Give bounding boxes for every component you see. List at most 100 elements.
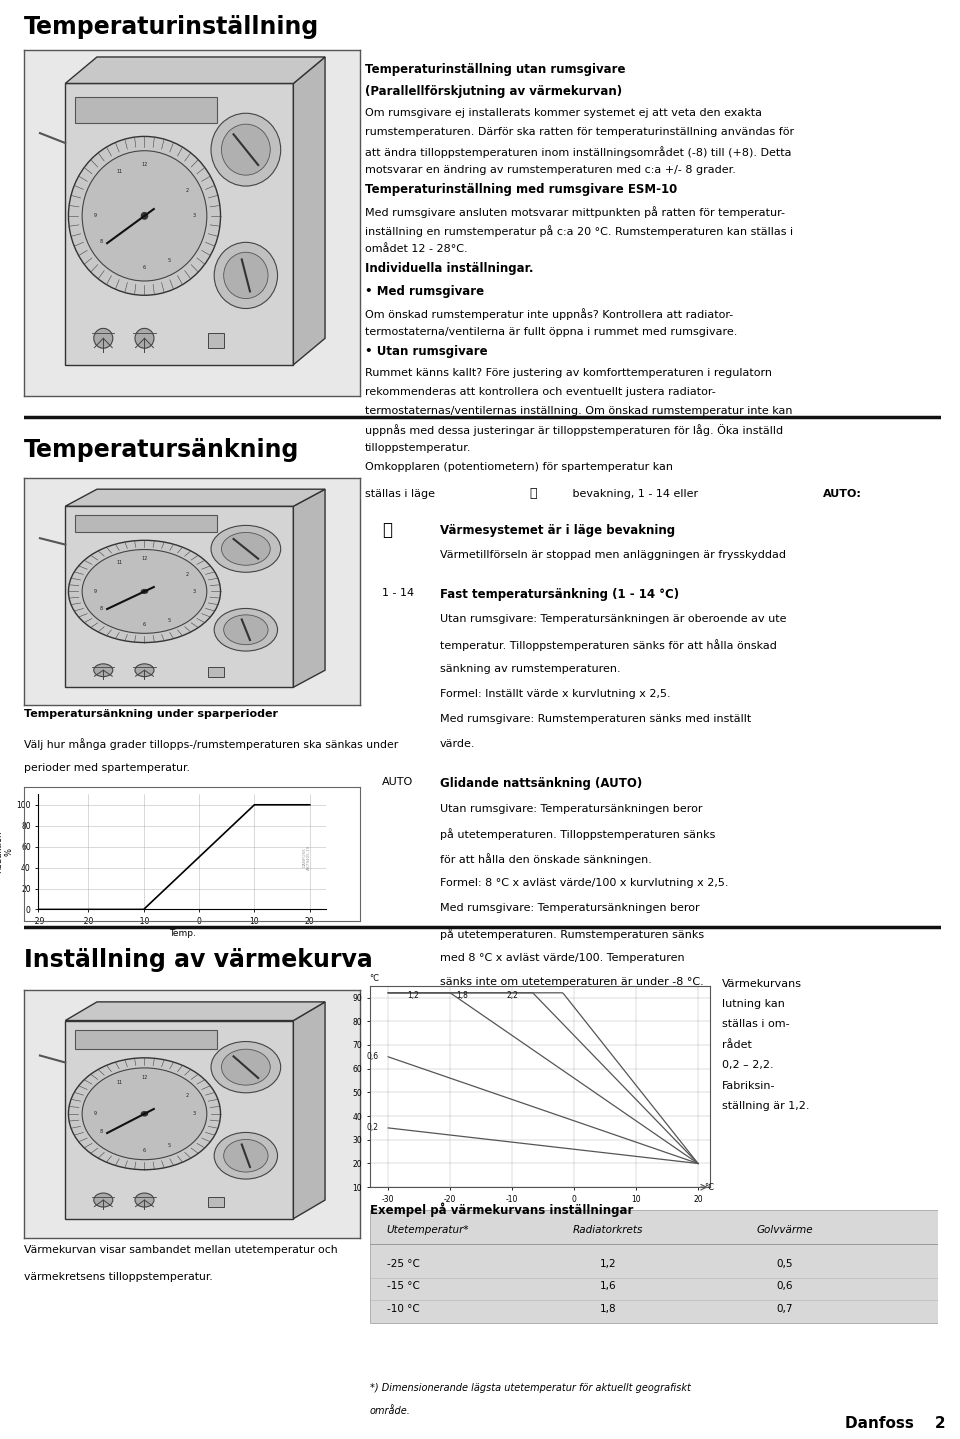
Text: 0,7: 0,7: [777, 1304, 793, 1314]
Text: 1,2: 1,2: [407, 991, 419, 1000]
FancyBboxPatch shape: [370, 1210, 938, 1322]
Text: 3: 3: [192, 589, 196, 594]
Polygon shape: [65, 58, 325, 83]
Text: Inställning av värmekurva: Inställning av värmekurva: [24, 948, 372, 971]
Text: 9: 9: [93, 1111, 97, 1117]
Circle shape: [68, 1058, 221, 1170]
Text: Formel: Inställt värde x kurvlutning x 2,5.: Formel: Inställt värde x kurvlutning x 2…: [440, 689, 670, 699]
Text: Utan rumsgivare: Temperatursänkningen är oberoende av ute: Utan rumsgivare: Temperatursänkningen är…: [440, 614, 786, 625]
Text: 0,6: 0,6: [367, 1052, 379, 1062]
Text: 0,2: 0,2: [367, 1124, 379, 1132]
Text: Formel: 8 °C x avläst värde/100 x kurvlutning x 2,5.: Formel: 8 °C x avläst värde/100 x kurvlu…: [440, 878, 729, 888]
Text: 2,2: 2,2: [506, 991, 518, 1000]
Circle shape: [222, 124, 271, 176]
Text: 1,8: 1,8: [600, 1304, 616, 1314]
FancyBboxPatch shape: [207, 1197, 224, 1207]
Text: Värmekurvan visar sambandet mellan utetemperatur och: Värmekurvan visar sambandet mellan utete…: [24, 1245, 338, 1255]
Text: 3: 3: [192, 1111, 196, 1117]
Text: AUTO:: AUTO:: [823, 489, 861, 499]
Text: att ändra tilloppstemperaturen inom inställningsområdet (-8) till (+8). Detta: att ändra tilloppstemperaturen inom inst…: [365, 145, 791, 158]
FancyBboxPatch shape: [75, 1030, 217, 1049]
Text: Om önskad rumstemperatur inte uppnås? Kontrollera att radiator-: Om önskad rumstemperatur inte uppnås? Ko…: [365, 308, 733, 319]
Text: °C: °C: [705, 1183, 714, 1191]
Text: Värmesystemet är i läge bevakning: Värmesystemet är i läge bevakning: [440, 524, 675, 537]
Text: °C: °C: [370, 974, 379, 983]
Text: temperatur. Tilloppstemperaturen sänks för att hålla önskad: temperatur. Tilloppstemperaturen sänks f…: [440, 639, 777, 652]
Text: Golvvärme: Golvvärme: [756, 1225, 813, 1235]
Text: ställas i om-: ställas i om-: [722, 1019, 789, 1029]
Circle shape: [214, 242, 277, 308]
FancyBboxPatch shape: [207, 334, 224, 348]
Text: ställning är 1,2.: ställning är 1,2.: [722, 1101, 809, 1111]
Circle shape: [83, 550, 206, 633]
Text: 1 - 14: 1 - 14: [382, 587, 414, 597]
Text: perioder med spartemperatur.: perioder med spartemperatur.: [24, 763, 190, 773]
Text: 6: 6: [143, 265, 146, 271]
Text: Fabriksin-: Fabriksin-: [722, 1081, 776, 1091]
Text: Temperaturinställning med rumsgivare ESM-10: Temperaturinställning med rumsgivare ESM…: [365, 183, 677, 196]
Text: uppnås med dessa justeringar är tilloppstemperaturen för låg. Öka inställd: uppnås med dessa justeringar är tillopps…: [365, 425, 783, 436]
Circle shape: [224, 1140, 268, 1171]
Text: (Parallellförskjutning av värmekurvan): (Parallellförskjutning av värmekurvan): [365, 85, 622, 98]
Text: 9: 9: [93, 213, 97, 219]
Text: Temperatursänkning under sparperioder: Temperatursänkning under sparperioder: [24, 709, 278, 720]
Text: 3: 3: [192, 213, 196, 219]
Text: sänks inte om utetemperaturen är under -8 °C.: sänks inte om utetemperaturen är under -…: [440, 977, 704, 987]
Text: -10 °C: -10 °C: [387, 1304, 420, 1314]
Text: Exempel på värmekurvans inställningar: Exempel på värmekurvans inställningar: [370, 1203, 633, 1217]
Text: på utetemperaturen. Rumstemperaturen sänks: på utetemperaturen. Rumstemperaturen sän…: [440, 928, 704, 940]
Circle shape: [211, 525, 280, 573]
Text: 8: 8: [100, 239, 104, 245]
Circle shape: [141, 1111, 148, 1117]
Text: Värmetillförseln är stoppad men anläggningen är frysskyddad: Värmetillförseln är stoppad men anläggni…: [440, 550, 785, 560]
Text: -25 °C: -25 °C: [387, 1259, 420, 1269]
Y-axis label: Reduktion
%: Reduktion %: [0, 830, 13, 873]
FancyBboxPatch shape: [207, 668, 224, 676]
Polygon shape: [294, 58, 325, 364]
Text: 5: 5: [168, 1143, 171, 1148]
Text: ställas i läge: ställas i läge: [365, 489, 439, 499]
Text: Med rumsgivare: Rumstemperaturen sänks med inställt: Med rumsgivare: Rumstemperaturen sänks m…: [440, 714, 751, 724]
Text: Temperaturinställning utan rumsgivare: Temperaturinställning utan rumsgivare: [365, 63, 625, 76]
Text: 6: 6: [143, 1148, 146, 1153]
Text: Omkopplaren (potentiometern) för spartemperatur kan: Omkopplaren (potentiometern) för spartem…: [365, 462, 673, 472]
Text: motsvarar en ändring av rumstemperaturen med c:a +/- 8 grader.: motsvarar en ändring av rumstemperaturen…: [365, 164, 735, 174]
Text: DANFOSS
AB79405.19: DANFOSS AB79405.19: [302, 845, 311, 869]
Circle shape: [94, 663, 112, 676]
Circle shape: [222, 1049, 271, 1085]
Text: 1,8: 1,8: [457, 991, 468, 1000]
Polygon shape: [294, 489, 325, 688]
Circle shape: [211, 1042, 280, 1092]
Text: 1,6: 1,6: [600, 1281, 616, 1291]
Circle shape: [214, 609, 277, 650]
Polygon shape: [294, 1002, 325, 1219]
Text: AUTO: AUTO: [382, 777, 414, 787]
Text: Temperatursänkning: Temperatursänkning: [24, 439, 300, 462]
Text: 8: 8: [100, 1130, 104, 1134]
Text: termostaterna/ventilerna är fullt öppna i rummet med rumsgivare.: termostaterna/ventilerna är fullt öppna …: [365, 327, 737, 337]
Circle shape: [135, 663, 154, 676]
Text: Välj hur många grader tillopps-/rumstemperaturen ska sänkas under: Välj hur många grader tillopps-/rumstemp…: [24, 738, 398, 750]
Circle shape: [222, 532, 271, 566]
Text: 2: 2: [185, 187, 189, 193]
Text: med 8 °C x avläst värde/100. Temperaturen: med 8 °C x avläst värde/100. Temperature…: [440, 953, 684, 963]
Text: 12: 12: [141, 555, 148, 561]
Text: Individuella inställningar.: Individuella inställningar.: [365, 262, 534, 275]
Polygon shape: [65, 507, 294, 688]
Text: rådet: rådet: [722, 1040, 752, 1049]
Text: 12: 12: [141, 161, 148, 167]
Text: lutning kan: lutning kan: [722, 999, 784, 1009]
Circle shape: [224, 252, 268, 298]
Text: Utetemperatur*: Utetemperatur*: [387, 1225, 469, 1235]
Text: på utetemperaturen. Tilloppstemperaturen sänks: på utetemperaturen. Tilloppstemperaturen…: [440, 829, 715, 840]
Text: inställning en rumstemperatur på c:a 20 °C. Rumstemperaturen kan ställas i: inställning en rumstemperatur på c:a 20 …: [365, 224, 793, 237]
X-axis label: Temp.: Temp.: [169, 928, 196, 938]
Text: 5: 5: [168, 617, 171, 623]
Circle shape: [135, 328, 154, 348]
Text: ⏻: ⏻: [529, 486, 537, 499]
Circle shape: [214, 1132, 277, 1179]
FancyBboxPatch shape: [75, 96, 217, 124]
Text: 6: 6: [143, 622, 146, 627]
Circle shape: [83, 1068, 206, 1160]
Text: område.: område.: [370, 1406, 411, 1416]
